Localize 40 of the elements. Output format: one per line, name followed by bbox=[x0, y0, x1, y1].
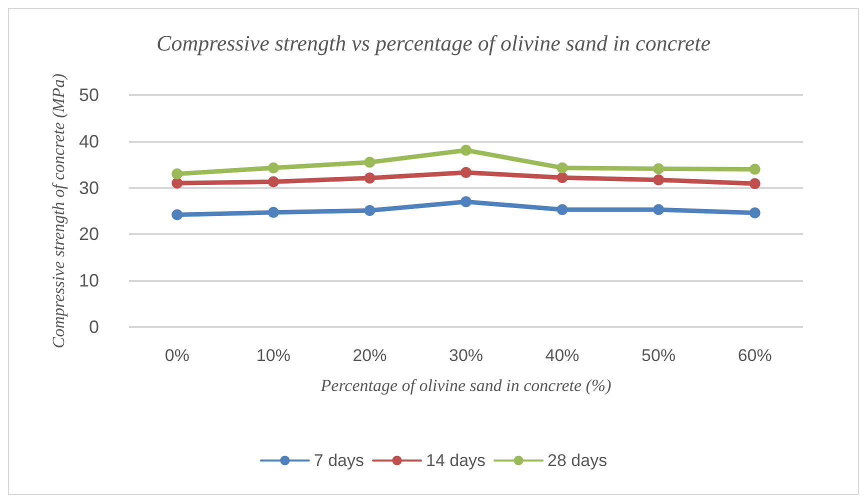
y-tick-label: 50 bbox=[78, 85, 99, 105]
point bbox=[364, 205, 376, 216]
point bbox=[172, 209, 183, 220]
y-tick-label: 40 bbox=[78, 131, 99, 152]
x-tick-label: 10% bbox=[256, 346, 290, 365]
x-tick-label: 0% bbox=[164, 346, 190, 365]
x-tick-label: 60% bbox=[738, 346, 772, 365]
point bbox=[749, 207, 760, 218]
y-tick-label: 10 bbox=[78, 270, 99, 291]
y-tick-label: 30 bbox=[78, 178, 99, 198]
point bbox=[364, 172, 376, 184]
point bbox=[556, 204, 568, 216]
y-tick-label: 0 bbox=[88, 317, 99, 337]
chart-title: Compressive strength vs percentage of olivine sand in concrete bbox=[156, 30, 711, 56]
x-tick-label: 20% bbox=[352, 346, 387, 365]
legend-label: 14 days bbox=[426, 451, 486, 470]
point bbox=[556, 162, 568, 174]
y-tick-label: 20 bbox=[78, 224, 99, 244]
point bbox=[172, 178, 183, 189]
point bbox=[268, 176, 279, 188]
x-tick-label: 40% bbox=[545, 346, 580, 365]
point bbox=[749, 178, 760, 190]
point bbox=[556, 172, 568, 184]
x-tick-label: 50% bbox=[642, 346, 676, 365]
point bbox=[460, 196, 472, 208]
point bbox=[172, 168, 183, 180]
x-axis-title: Percentage of olivine sand in concrete (%) bbox=[320, 376, 612, 395]
x-tick-label: 30% bbox=[448, 346, 484, 365]
point bbox=[653, 174, 664, 186]
point bbox=[653, 204, 664, 216]
point bbox=[460, 144, 472, 156]
point bbox=[268, 206, 279, 218]
point bbox=[460, 166, 472, 178]
legend-label: 7 days bbox=[314, 451, 364, 470]
point bbox=[364, 156, 376, 168]
point bbox=[749, 164, 760, 175]
legend-label: 28 days bbox=[548, 451, 608, 470]
y-axis-title: Compressive strength of concrete (MPa) bbox=[49, 73, 68, 348]
point bbox=[653, 163, 664, 174]
point bbox=[268, 162, 279, 174]
